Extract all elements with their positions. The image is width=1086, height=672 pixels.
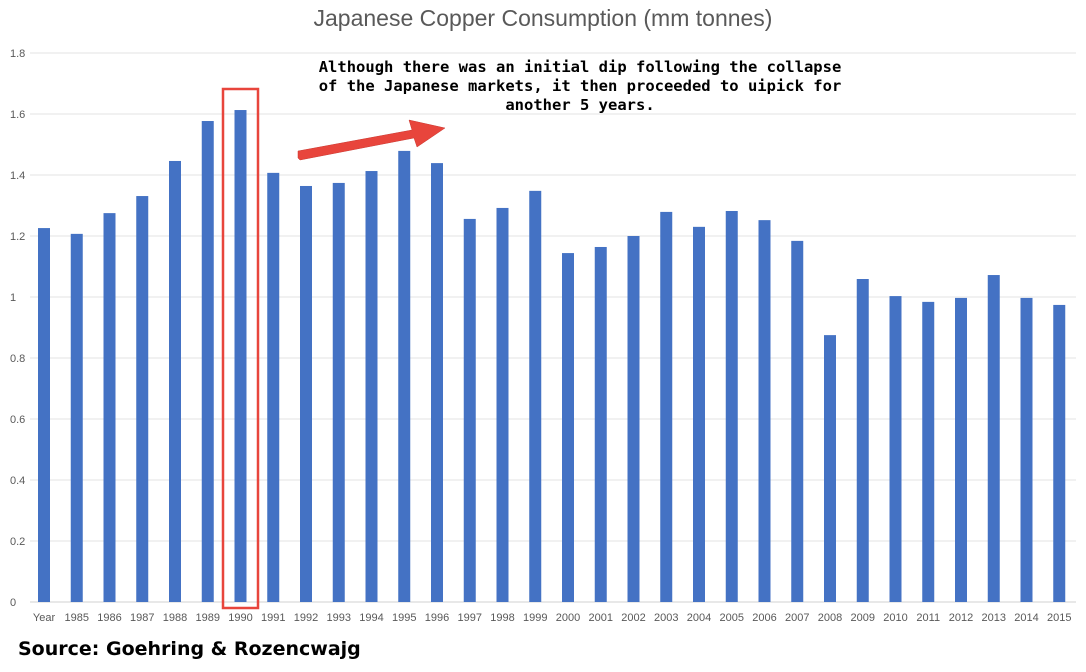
bar [562, 253, 574, 602]
bar [398, 150, 411, 602]
annotation-line: of the Japanese markets, it then proceed… [318, 77, 842, 95]
bar [922, 301, 935, 602]
x-tick-label: 1985 [65, 612, 89, 624]
x-tick-label: 1991 [261, 612, 285, 624]
bar [463, 218, 476, 603]
bar [529, 190, 542, 603]
x-tick-label: 2009 [851, 612, 875, 624]
x-tick-label: 2007 [785, 612, 809, 624]
x-tick-label: 1994 [359, 612, 383, 624]
annotation-line: another 5 years. [505, 96, 655, 114]
x-tick-label: 1998 [490, 612, 514, 624]
x-tick-label: 2013 [982, 612, 1006, 624]
bar [1020, 297, 1033, 602]
bar [136, 196, 149, 603]
bar [693, 226, 705, 602]
bar [791, 240, 804, 602]
arrow-icon [297, 119, 446, 161]
bar [725, 210, 738, 603]
x-tick-label: 2000 [556, 612, 580, 624]
x-tick-label: 1988 [163, 612, 187, 624]
y-tick-label: 0.6 [10, 414, 25, 426]
x-tick-label: 1989 [196, 612, 220, 624]
y-tick-label: 0.2 [10, 536, 25, 548]
x-tick-label: 2003 [654, 612, 678, 624]
x-tick-label: 2006 [752, 612, 776, 624]
bar [300, 185, 312, 603]
bar [431, 163, 443, 603]
bar [496, 207, 509, 602]
bar [234, 110, 247, 602]
chart-title: Japanese Copper Consumption (mm tonnes) [313, 5, 773, 31]
bar [1053, 304, 1066, 602]
bar [38, 228, 50, 602]
chart-annotation: Although there was an initial dip follow… [290, 58, 870, 115]
bar [824, 335, 836, 602]
bar [594, 246, 607, 603]
bar [201, 121, 214, 602]
x-tick-label: 1999 [523, 612, 547, 624]
bar [103, 213, 116, 602]
bar [169, 160, 181, 602]
bar [627, 236, 640, 602]
annotation-line: Although there was an initial dip follow… [318, 58, 842, 76]
x-tick-label: 1987 [130, 612, 154, 624]
bar [70, 233, 83, 603]
bar [758, 220, 771, 602]
bar [987, 275, 1000, 602]
y-tick-label: 1 [10, 292, 16, 304]
x-tick-label: 2005 [720, 612, 744, 624]
x-tick-label: 1995 [392, 612, 416, 624]
y-tick-label: 0.8 [10, 353, 25, 365]
highlight-box [221, 87, 260, 610]
x-tick-label: 1993 [327, 612, 351, 624]
x-tick-label: 2012 [949, 612, 973, 624]
x-tick-label: 1986 [97, 612, 121, 624]
y-tick-label: 0.4 [10, 475, 25, 487]
y-tick-label: 0 [10, 597, 16, 609]
x-tick-label: 1997 [458, 612, 482, 624]
bar [889, 296, 902, 602]
x-tick-label: 2014 [1014, 612, 1038, 624]
bar [856, 279, 869, 602]
y-tick-label: 1.2 [10, 231, 25, 243]
bar [267, 172, 280, 603]
x-tick-label: 2011 [916, 612, 940, 624]
x-tick-label: 2004 [687, 612, 711, 624]
source-note: Source: Goehring & Rozencwajg [18, 638, 361, 660]
bar [955, 297, 967, 602]
x-tick-label: 1996 [425, 612, 449, 624]
x-tick-label: 2010 [883, 612, 907, 624]
x-tick-label: 2008 [818, 612, 842, 624]
y-tick-label: 1.8 [10, 48, 25, 60]
y-tick-label: 1.6 [10, 109, 25, 121]
x-tick-label: Year [33, 612, 56, 624]
x-tick-label: 2002 [621, 612, 645, 624]
bar [332, 182, 345, 602]
x-tick-label: 1992 [294, 612, 318, 624]
x-tick-label: 1990 [228, 612, 252, 624]
y-tick-label: 1.4 [10, 170, 25, 182]
x-tick-label: 2001 [589, 612, 613, 624]
x-tick-label: 2015 [1047, 612, 1071, 624]
bar [660, 211, 673, 602]
bar [365, 171, 378, 602]
